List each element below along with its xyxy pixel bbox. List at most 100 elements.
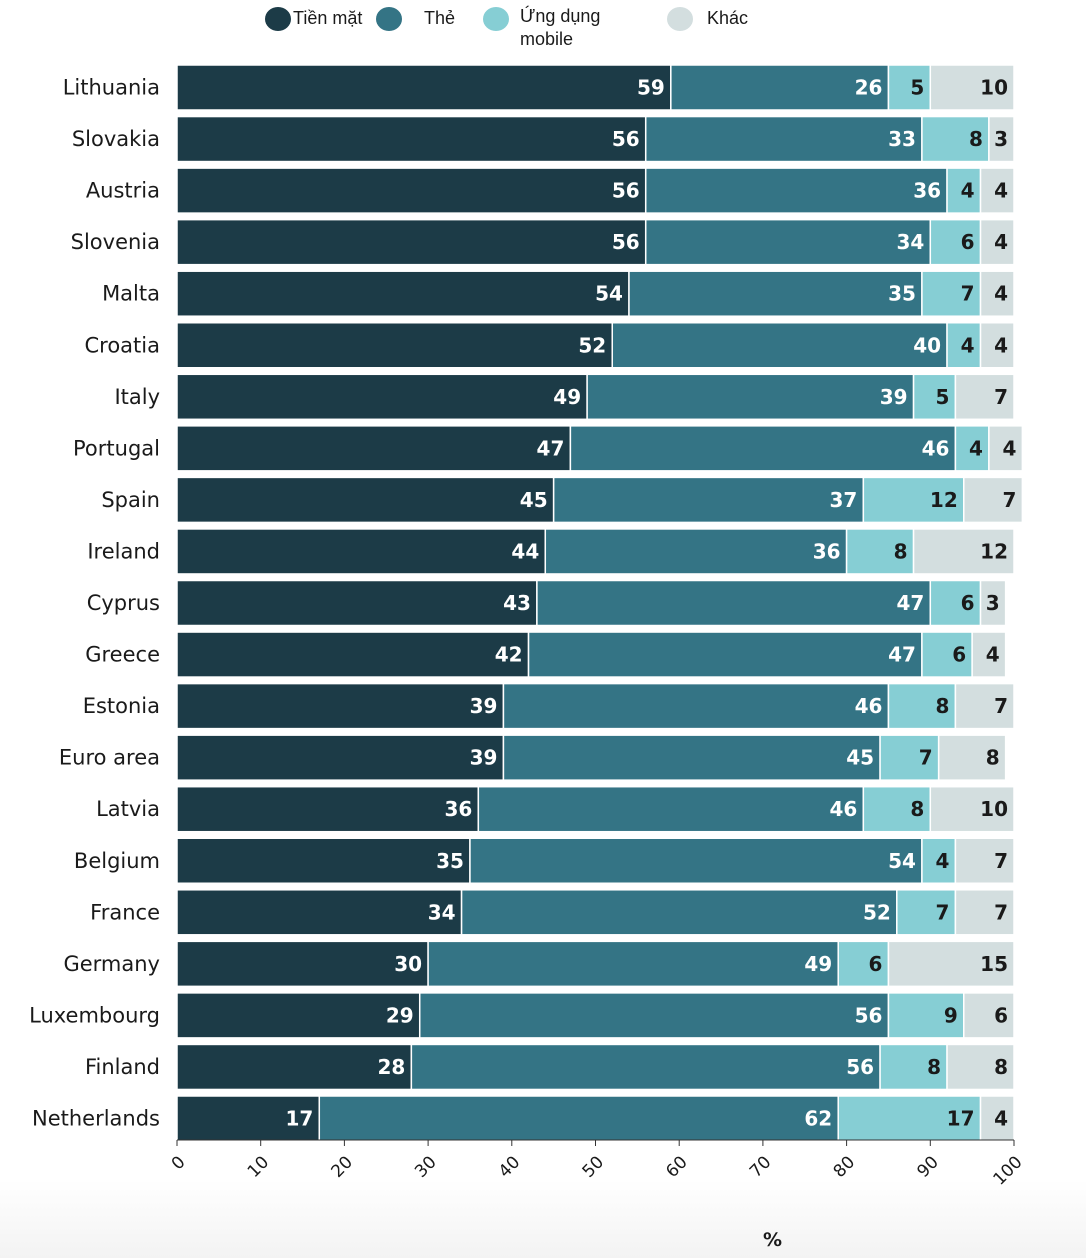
category-label-italy: Italy bbox=[114, 385, 160, 409]
bar-portugal-the bbox=[569, 425, 957, 472]
bar-cyprus-khac bbox=[979, 579, 1007, 627]
category-label-austria: Austria bbox=[86, 179, 160, 203]
bar-malta-ung-dung-mobile bbox=[921, 270, 982, 317]
bar-belgium-tien-mat bbox=[176, 837, 471, 884]
value-label-germany-the: 49 bbox=[804, 952, 832, 976]
bar-lithuania-khac bbox=[929, 64, 1015, 111]
bar-slovenia-khac bbox=[979, 218, 1015, 266]
bar-italy-ung-dung-mobile bbox=[912, 373, 957, 421]
bar-finland-ung-dung-mobile bbox=[879, 1043, 948, 1091]
bar-spain-tien-mat bbox=[176, 476, 555, 524]
legend-label-the: Thẻ bbox=[424, 8, 455, 28]
value-label-germany-tien-mat: 30 bbox=[394, 952, 422, 976]
value-label-finland-khac: 8 bbox=[994, 1055, 1008, 1079]
value-label-lithuania-ung-dung-mobile: 5 bbox=[910, 76, 924, 100]
category-label-belgium: Belgium bbox=[74, 849, 160, 873]
value-label-italy-tien-mat: 49 bbox=[553, 385, 581, 409]
category-label-estonia: Estonia bbox=[83, 694, 160, 718]
bar-slovenia-tien-mat bbox=[176, 218, 647, 266]
bar-italy-the bbox=[586, 373, 915, 421]
bar-malta-the bbox=[628, 270, 923, 317]
value-label-italy-ung-dung-mobile: 5 bbox=[935, 385, 949, 409]
bar-croatia-the bbox=[611, 322, 948, 369]
x-tick-label-100: 100 bbox=[989, 1152, 1026, 1189]
bar-euro-area-the bbox=[502, 734, 881, 781]
value-label-belgium-tien-mat: 35 bbox=[436, 849, 464, 873]
category-label-germany: Germany bbox=[63, 952, 160, 976]
bar-lithuania-ung-dung-mobile bbox=[887, 64, 932, 111]
x-tick-label-30: 30 bbox=[411, 1152, 440, 1181]
category-label-luxembourg: Luxembourg bbox=[29, 1003, 160, 1027]
bar-latvia-the bbox=[477, 785, 865, 833]
value-label-estonia-tien-mat: 39 bbox=[470, 694, 498, 718]
bar-italy-tien-mat bbox=[176, 373, 588, 421]
bar-austria-the bbox=[644, 167, 948, 214]
bar-germany-the bbox=[427, 940, 839, 988]
category-label-greece: Greece bbox=[85, 643, 160, 667]
value-label-euro-area-the: 45 bbox=[846, 746, 874, 770]
bar-slovakia-khac bbox=[988, 115, 1015, 163]
bar-slovenia-ung-dung-mobile bbox=[929, 218, 982, 266]
value-label-luxembourg-ung-dung-mobile: 9 bbox=[944, 1003, 958, 1027]
value-label-france-tien-mat: 34 bbox=[428, 900, 456, 924]
value-label-spain-ung-dung-mobile: 12 bbox=[930, 488, 958, 512]
category-label-slovakia: Slovakia bbox=[72, 127, 160, 151]
bar-lithuania-the bbox=[670, 64, 890, 111]
value-label-greece-khac: 4 bbox=[986, 643, 1000, 667]
value-label-portugal-tien-mat: 47 bbox=[537, 436, 565, 460]
value-label-lithuania-khac: 10 bbox=[980, 76, 1008, 100]
value-label-spain-the: 37 bbox=[829, 488, 857, 512]
value-label-slovenia-khac: 4 bbox=[994, 230, 1008, 254]
value-label-malta-khac: 4 bbox=[994, 282, 1008, 306]
bar-germany-tien-mat bbox=[176, 940, 429, 988]
bar-ireland-tien-mat bbox=[176, 528, 547, 575]
value-label-portugal-ung-dung-mobile: 4 bbox=[969, 436, 983, 460]
x-axis-title: % bbox=[763, 1229, 782, 1251]
value-label-greece-ung-dung-mobile: 6 bbox=[952, 643, 966, 667]
value-label-france-ung-dung-mobile: 7 bbox=[935, 900, 949, 924]
value-label-latvia-ung-dung-mobile: 8 bbox=[910, 797, 924, 821]
legend-swatch-the bbox=[376, 7, 402, 31]
bar-netherlands-ung-dung-mobile bbox=[837, 1095, 982, 1142]
category-label-lithuania: Lithuania bbox=[63, 76, 160, 100]
value-label-finland-ung-dung-mobile: 8 bbox=[927, 1055, 941, 1079]
x-tick-label-60: 60 bbox=[662, 1152, 691, 1181]
x-tick-label-20: 20 bbox=[328, 1152, 357, 1181]
bar-greece-the bbox=[527, 631, 923, 678]
value-label-portugal-khac: 4 bbox=[1002, 436, 1016, 460]
category-label-cyprus: Cyprus bbox=[87, 591, 160, 615]
bar-malta-tien-mat bbox=[176, 270, 630, 317]
value-label-croatia-tien-mat: 52 bbox=[578, 333, 606, 357]
category-label-finland: Finland bbox=[85, 1055, 160, 1079]
value-label-slovakia-tien-mat: 56 bbox=[612, 127, 640, 151]
value-label-portugal-the: 46 bbox=[922, 436, 950, 460]
category-label-spain: Spain bbox=[101, 488, 160, 512]
bar-euro-area-ung-dung-mobile bbox=[879, 734, 940, 781]
value-label-austria-tien-mat: 56 bbox=[612, 179, 640, 203]
legend-swatch-tien-mat bbox=[265, 7, 291, 31]
bar-luxembourg-tien-mat bbox=[176, 992, 421, 1039]
x-tick-label-0: 0 bbox=[168, 1152, 190, 1174]
value-label-estonia-khac: 7 bbox=[994, 694, 1008, 718]
bar-france-the bbox=[460, 889, 898, 936]
value-label-france-khac: 7 bbox=[994, 900, 1008, 924]
value-label-ireland-tien-mat: 44 bbox=[511, 539, 539, 563]
x-tick-label-70: 70 bbox=[746, 1152, 775, 1181]
bar-spain-ung-dung-mobile bbox=[862, 476, 965, 524]
value-label-cyprus-khac: 3 bbox=[986, 591, 1000, 615]
bar-croatia-tien-mat bbox=[176, 322, 613, 369]
value-label-croatia-ung-dung-mobile: 4 bbox=[961, 333, 975, 357]
bar-france-ung-dung-mobile bbox=[896, 889, 957, 936]
value-label-netherlands-tien-mat: 17 bbox=[285, 1107, 313, 1131]
value-label-france-the: 52 bbox=[863, 900, 891, 924]
bar-austria-tien-mat bbox=[176, 167, 647, 214]
category-label-euro-area: Euro area bbox=[59, 746, 160, 770]
value-label-malta-the: 35 bbox=[888, 282, 916, 306]
bar-croatia-ung-dung-mobile bbox=[946, 322, 982, 369]
bar-ireland-ung-dung-mobile bbox=[845, 528, 915, 575]
bar-finland-the bbox=[410, 1043, 881, 1091]
bar-finland-tien-mat bbox=[176, 1043, 413, 1091]
bar-netherlands-khac bbox=[979, 1095, 1015, 1142]
bar-netherlands-tien-mat bbox=[176, 1095, 321, 1142]
value-label-croatia-khac: 4 bbox=[994, 333, 1008, 357]
